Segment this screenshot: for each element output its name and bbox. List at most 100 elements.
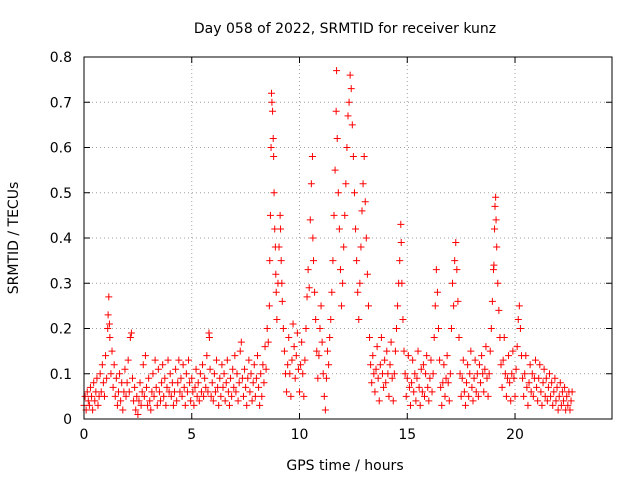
grid-lines: [84, 57, 612, 419]
data-point: [244, 374, 252, 382]
data-point: [498, 383, 506, 391]
data-point: [465, 392, 473, 400]
data-point: [475, 361, 483, 369]
data-point: [205, 334, 213, 342]
data-point: [189, 388, 197, 396]
data-point: [454, 297, 462, 305]
data-point: [366, 334, 374, 342]
data-point: [344, 112, 352, 120]
data-point: [111, 392, 119, 400]
data-point: [155, 388, 163, 396]
data-point: [536, 361, 544, 369]
data-point: [422, 370, 430, 378]
data-point: [248, 397, 256, 405]
data-point: [514, 315, 522, 323]
x-axis-label: GPS time / hours: [286, 458, 403, 474]
data-point: [292, 352, 300, 360]
data-point: [146, 397, 154, 405]
data-point: [500, 334, 508, 342]
data-point: [440, 361, 448, 369]
data-point: [360, 153, 368, 161]
data-point: [324, 347, 332, 355]
data-point: [93, 374, 101, 382]
data-point: [140, 392, 148, 400]
data-point: [250, 361, 258, 369]
data-point: [259, 361, 267, 369]
data-point: [178, 392, 186, 400]
data-point: [567, 397, 575, 405]
data-point: [384, 370, 392, 378]
data-point: [88, 392, 96, 400]
data-point: [371, 388, 379, 396]
data-point: [438, 401, 446, 409]
y-tick-label: 0: [63, 412, 72, 428]
data-point: [262, 365, 270, 373]
data-point: [327, 315, 335, 323]
data-point: [478, 352, 486, 360]
data-point: [377, 334, 385, 342]
data-point: [227, 374, 235, 382]
data-point: [546, 370, 554, 378]
data-point: [404, 352, 412, 360]
data-point: [419, 361, 427, 369]
data-point: [336, 266, 344, 274]
data-point: [458, 374, 466, 382]
data-point: [112, 374, 120, 382]
data-point: [133, 392, 141, 400]
data-point: [139, 361, 147, 369]
data-point: [318, 338, 326, 346]
data-point: [277, 225, 285, 233]
data-point: [483, 374, 491, 382]
data-point: [94, 401, 102, 409]
data-point: [342, 180, 350, 188]
data-point: [519, 374, 527, 382]
data-point: [122, 392, 130, 400]
data-point: [224, 388, 232, 396]
y-tick-label: 0.7: [50, 95, 72, 111]
data-point: [296, 388, 304, 396]
data-point: [167, 392, 175, 400]
data-point: [549, 401, 557, 409]
data-point: [293, 329, 301, 337]
data-point: [492, 216, 500, 224]
data-point: [221, 397, 229, 405]
data-point: [216, 374, 224, 382]
data-point: [200, 392, 208, 400]
data-point: [138, 388, 146, 396]
data-point: [437, 383, 445, 391]
data-point: [528, 370, 536, 378]
data-point: [471, 356, 479, 364]
data-point: [199, 361, 207, 369]
y-tick-label: 0.5: [50, 186, 72, 202]
data-point: [96, 370, 104, 378]
data-point: [501, 370, 509, 378]
data-point: [529, 392, 537, 400]
data-point: [452, 239, 460, 247]
data-point: [409, 356, 417, 364]
data-point: [513, 343, 521, 351]
data-point: [381, 356, 389, 364]
data-point: [494, 279, 502, 287]
data-point: [181, 401, 189, 409]
data-point: [84, 397, 92, 405]
data-point: [456, 370, 464, 378]
data-point: [234, 397, 242, 405]
data-point: [435, 325, 443, 332]
data-point: [286, 370, 294, 378]
data-point: [208, 379, 216, 387]
data-point: [557, 401, 565, 409]
data-point: [460, 388, 468, 396]
data-point: [81, 392, 89, 400]
y-tick-label: 0.1: [50, 367, 72, 383]
data-point: [159, 361, 167, 369]
data-point: [304, 266, 312, 274]
data-point: [414, 347, 422, 355]
data-point: [270, 189, 278, 197]
data-point: [252, 374, 260, 382]
data-point: [383, 347, 391, 355]
data-point: [370, 370, 378, 378]
data-point: [568, 388, 576, 396]
data-point: [348, 121, 356, 129]
data-point: [376, 361, 384, 369]
